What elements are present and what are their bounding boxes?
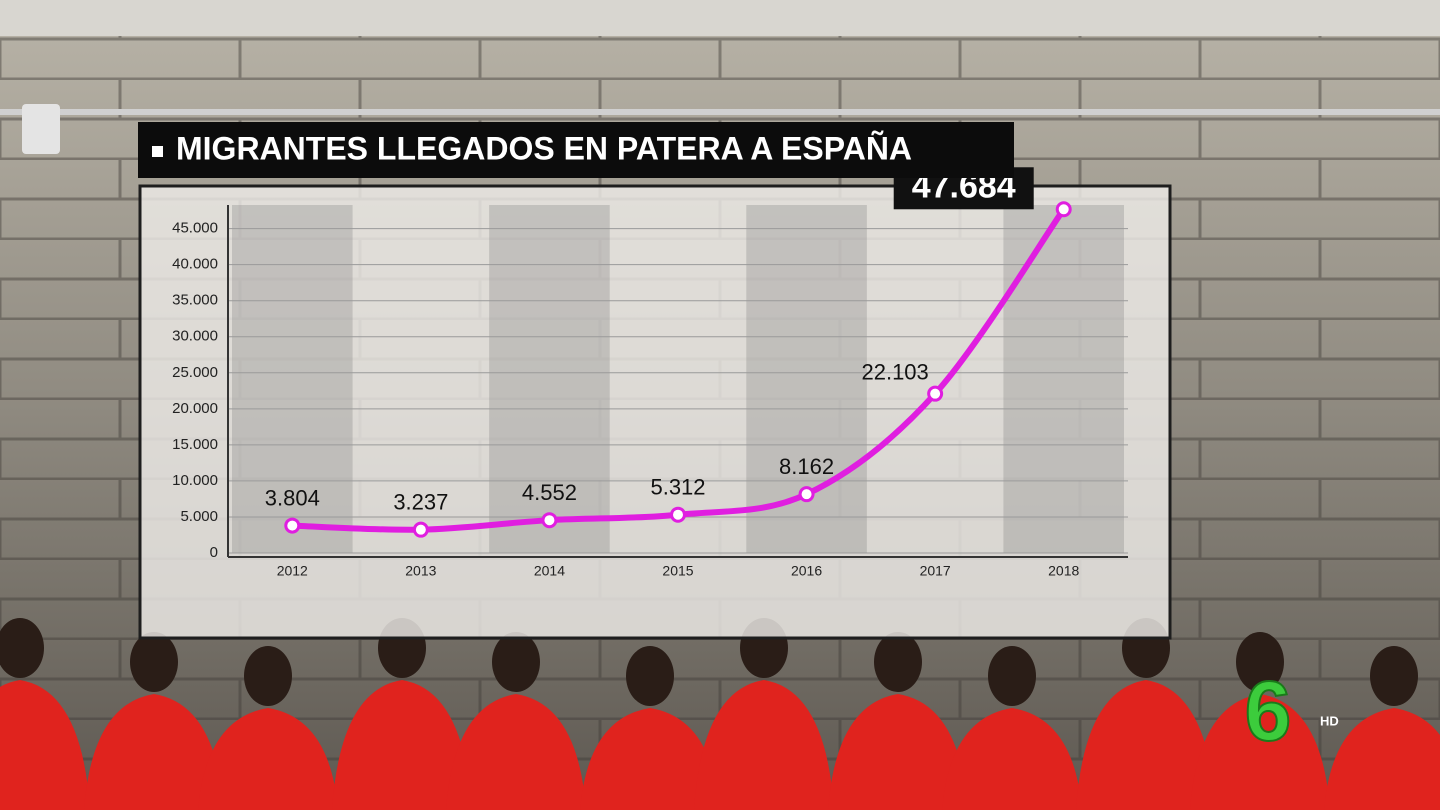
x-tick-label: 2012 bbox=[277, 563, 308, 579]
blanket bbox=[332, 680, 472, 810]
head bbox=[626, 646, 674, 706]
blanket bbox=[694, 680, 834, 810]
y-tick-label: 35.000 bbox=[172, 292, 218, 309]
data-point bbox=[670, 506, 686, 523]
logo-label: HD bbox=[1320, 713, 1339, 728]
data-point bbox=[1055, 201, 1072, 218]
y-tick-label: 25.000 bbox=[172, 364, 218, 381]
x-tick-label: 2016 bbox=[791, 563, 822, 579]
chart-title: MIGRANTES LLEGADOS EN PATERA A ESPAÑA bbox=[176, 130, 912, 166]
y-tick-label: 30.000 bbox=[172, 328, 218, 345]
blanket bbox=[580, 708, 720, 810]
head bbox=[244, 646, 292, 706]
y-tick-label: 0 bbox=[210, 544, 218, 561]
data-point bbox=[541, 512, 558, 529]
y-tick-label: 10.000 bbox=[172, 472, 218, 489]
x-tick-label: 2015 bbox=[662, 563, 693, 579]
logo-number: 6 bbox=[1245, 664, 1292, 758]
head bbox=[988, 646, 1036, 706]
value-label: 3.804 bbox=[265, 485, 320, 510]
x-tick-label: 2014 bbox=[534, 563, 565, 579]
x-tick-label: 2018 bbox=[1048, 563, 1079, 579]
data-point bbox=[284, 517, 301, 534]
head bbox=[492, 632, 540, 692]
blanket bbox=[0, 680, 90, 810]
y-tick-label: 15.000 bbox=[172, 436, 218, 453]
blanket bbox=[84, 694, 224, 810]
value-label: 5.312 bbox=[650, 475, 705, 500]
title-bullet bbox=[152, 146, 163, 157]
x-tick-label: 2017 bbox=[920, 563, 951, 579]
column-shade bbox=[1003, 205, 1124, 553]
head bbox=[0, 618, 44, 678]
blanket bbox=[446, 694, 586, 810]
title-bar bbox=[138, 122, 1014, 178]
value-label: 4.552 bbox=[522, 480, 577, 505]
data-point bbox=[412, 521, 429, 538]
plot: 0 5.000 10.000 15.000 20.000 25.000 30.000 35.0… bbox=[172, 167, 1128, 579]
x-tick-label: 2013 bbox=[405, 563, 436, 579]
head bbox=[1370, 646, 1418, 706]
junction-box bbox=[22, 104, 60, 154]
value-label: 22.103 bbox=[861, 359, 928, 384]
data-point bbox=[798, 486, 815, 503]
data-point bbox=[927, 385, 944, 402]
head bbox=[130, 632, 178, 692]
column-shade bbox=[232, 205, 353, 553]
chart-panel bbox=[138, 184, 1172, 640]
y-tick-label: 40.000 bbox=[172, 256, 218, 273]
y-tick-label: 45.000 bbox=[172, 220, 218, 237]
column-shade bbox=[489, 205, 610, 553]
people bbox=[0, 618, 1440, 810]
blanket bbox=[1324, 708, 1440, 810]
head bbox=[1236, 632, 1284, 692]
blanket bbox=[1190, 694, 1330, 810]
y-tick-label: 20.000 bbox=[172, 400, 218, 417]
blanket bbox=[1076, 680, 1216, 810]
value-label: 3.237 bbox=[393, 489, 448, 514]
y-tick-label: 5.000 bbox=[180, 508, 218, 525]
blanket bbox=[828, 694, 968, 810]
blanket bbox=[198, 708, 338, 810]
blanket bbox=[942, 708, 1082, 810]
value-label: 8.162 bbox=[779, 454, 834, 479]
wall-top bbox=[0, 0, 1440, 36]
head bbox=[874, 632, 922, 692]
